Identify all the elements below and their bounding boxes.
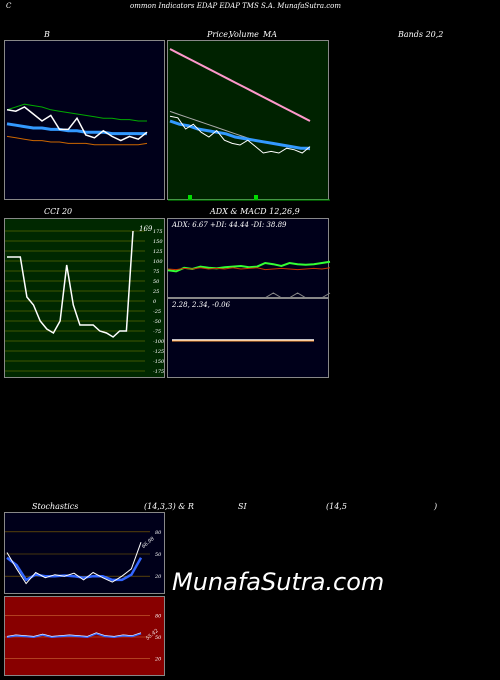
rsi-tick-label: 80	[155, 613, 162, 619]
bb-price-line	[6, 106, 148, 142]
cci-title: CCI 20	[44, 207, 73, 216]
cci-tick-label: 75	[153, 269, 159, 275]
rsi-tick-label: 50	[155, 635, 162, 641]
ma-gray-line	[169, 110, 311, 151]
rsi-panel: 80 50 20 55.42	[4, 596, 165, 676]
bb-upper-line	[6, 103, 147, 122]
bb-lower-line	[6, 135, 148, 146]
bollinger-title: B	[44, 30, 50, 39]
cci-value-label: 169	[139, 225, 153, 233]
adx-chart	[167, 260, 331, 299]
cci-line	[7, 230, 134, 338]
stoch-value-label: 66.98	[141, 536, 156, 550]
stoch-tick-label: 50	[155, 552, 162, 558]
cci-tick-label: -25	[153, 309, 161, 315]
rsi-params-close: )	[434, 502, 438, 511]
cci-tick-label: -150	[153, 359, 165, 365]
volume-bar	[188, 195, 192, 200]
adx-panel: ADX: 6.67 +DI: 44.44 -DI: 38.89	[167, 218, 331, 299]
cci-tick-label: 125	[153, 249, 163, 255]
rsi-line	[6, 632, 142, 639]
bands-title: Bands 20,2	[398, 30, 444, 39]
cci-chart: 175 150 125 100 75 50 25 0 -25 -50 -75 -100 -125 -150…	[5, 225, 165, 375]
stoch-panel: 80 50 20 66.98	[4, 512, 165, 594]
adx-macd-title: ADX & MACD 12,26,9	[210, 207, 300, 216]
rsi-smooth-line	[6, 632, 142, 637]
rsi-params: (14,5	[326, 502, 347, 511]
ma-blue-line	[169, 119, 310, 150]
price-line	[169, 115, 311, 154]
cci-tick-label: -175	[153, 369, 164, 375]
bollinger-chart	[6, 103, 148, 146]
header-left: C	[6, 2, 12, 10]
adx-line	[168, 292, 331, 299]
bollinger-panel	[4, 40, 165, 200]
cci-tick-label: -75	[153, 329, 161, 335]
cci-tick-label: 50	[153, 279, 160, 285]
volume-title: Volume	[229, 30, 259, 39]
cci-tick-label: -50	[153, 319, 162, 325]
macd-chart	[172, 339, 314, 342]
ma-title: MA	[263, 30, 277, 39]
stoch-k-line	[6, 542, 142, 585]
cci-tick-label: -100	[153, 339, 165, 345]
cci-panel: 175 150 125 100 75 50 25 0 -25 -50 -75 -100 -125 -150…	[4, 218, 165, 378]
macd-values: 2.28, 2.34, -0.06	[172, 301, 231, 309]
rsi-tick-label: 20	[154, 657, 162, 663]
ma-pink-line	[169, 48, 311, 122]
cci-tick-label: 150	[153, 239, 163, 245]
adx-values: ADX: 6.67 +DI: 44.44 -DI: 38.89	[172, 221, 287, 229]
page-title: ommon Indicators EDAP EDAP TMS S.A. Muna…	[130, 2, 342, 10]
stoch-title: Stochastics	[32, 502, 79, 511]
stoch-chart: 80 50 20 66.98	[5, 530, 162, 585]
adx-minus-di-line	[167, 267, 331, 271]
cci-tick-label: 0	[153, 299, 157, 305]
stoch-d-line	[6, 556, 143, 582]
price-title: Price,	[207, 30, 231, 39]
stoch-params: (14,3,3) & R	[144, 502, 194, 511]
rsi-title: SI	[238, 502, 247, 511]
cci-tick-label: 25	[152, 289, 159, 295]
watermark: MunafaSutra.com	[172, 568, 385, 596]
bb-mid-line	[6, 122, 147, 136]
macd-panel: 2.28, 2.34, -0.06	[167, 298, 329, 378]
stoch-tick-label: 20	[154, 574, 162, 580]
price-ma-panel	[167, 40, 330, 201]
cci-tick-label: 100	[153, 259, 163, 265]
volume-bar	[254, 195, 258, 200]
stoch-tick-label: 80	[155, 530, 162, 536]
price-ma-chart	[168, 48, 330, 201]
cci-tick-label: 175	[153, 229, 163, 235]
adx-plus-di-line	[167, 260, 331, 273]
cci-tick-label: -125	[153, 349, 164, 355]
